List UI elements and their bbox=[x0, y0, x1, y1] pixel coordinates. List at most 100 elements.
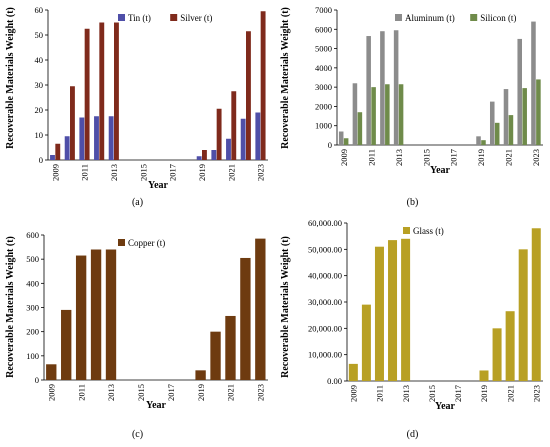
y-tick-label: 400 bbox=[26, 278, 39, 288]
x-tick-label: 2023 bbox=[256, 164, 266, 181]
bar-2013 bbox=[401, 238, 411, 381]
x-tick-label: 2009 bbox=[339, 149, 349, 166]
bar-2010 bbox=[64, 136, 70, 160]
y-tick-label: 0.00 bbox=[327, 376, 342, 386]
legend-swatch bbox=[470, 14, 478, 21]
bar-2022 bbox=[246, 31, 251, 160]
bar-2022 bbox=[518, 249, 528, 381]
y-tick-label: 1000 bbox=[315, 121, 332, 131]
panel-caption: (b) bbox=[407, 197, 419, 208]
x-tick-label: 2013 bbox=[394, 149, 404, 166]
bar-2009 bbox=[55, 143, 61, 160]
x-tick-label: 2009 bbox=[349, 385, 359, 402]
y-tick-label: 60 bbox=[35, 5, 44, 15]
bar-2019 bbox=[476, 136, 481, 145]
x-tick-label: 2017 bbox=[453, 385, 463, 402]
x-tick-label: 2017 bbox=[166, 384, 176, 401]
y-axis-label: Recoverable Materials Weight (t) bbox=[280, 7, 291, 149]
bar-2021 bbox=[226, 138, 231, 160]
y-tick-label: 4000 bbox=[315, 63, 332, 73]
bar-2020 bbox=[210, 331, 221, 380]
y-tick-label: 10 bbox=[35, 130, 44, 140]
y-tick-label: 600 bbox=[26, 230, 39, 240]
x-tick-label: 2017 bbox=[168, 164, 178, 181]
bar-2011 bbox=[374, 246, 384, 381]
bar-2012 bbox=[380, 31, 385, 145]
bar-2020 bbox=[494, 122, 500, 145]
legend-label: Copper (t) bbox=[128, 238, 165, 248]
x-tick-label: 2023 bbox=[531, 385, 541, 402]
legend-label: Tin (t) bbox=[128, 13, 151, 23]
bar-2009 bbox=[348, 363, 358, 381]
bar-2021 bbox=[503, 89, 509, 145]
bar-2022 bbox=[240, 118, 246, 160]
x-tick-label: 2015 bbox=[421, 149, 431, 166]
bar-2010 bbox=[361, 304, 371, 381]
x-tick-label: 2023 bbox=[531, 149, 541, 166]
bar-2010 bbox=[70, 86, 75, 160]
bar-2022 bbox=[522, 88, 527, 145]
y-tick-label: 30 bbox=[35, 80, 44, 90]
y-axis-label: Recoverable Materials Weight (t) bbox=[5, 7, 16, 149]
x-tick-label: 2019 bbox=[197, 164, 207, 181]
bar-2020 bbox=[492, 328, 502, 381]
y-tick-label: 40 bbox=[35, 55, 44, 65]
y-tick-label: 2000 bbox=[315, 101, 332, 111]
bar-2013 bbox=[114, 22, 119, 160]
bar-2009 bbox=[50, 155, 55, 160]
bar-2011 bbox=[84, 28, 90, 160]
y-tick-label: 60,000.00 bbox=[308, 218, 342, 228]
y-tick-label: 0 bbox=[328, 140, 332, 150]
bar-2023 bbox=[260, 11, 266, 160]
bar-2009 bbox=[338, 131, 344, 145]
bar-2020 bbox=[211, 150, 217, 160]
legend-swatch bbox=[403, 227, 410, 234]
legend-swatch bbox=[118, 14, 125, 21]
chart-panel-0: 0 10 20 30 40 50 60 2009 2011 2013 2015 2017 2019 202… bbox=[5, 5, 268, 208]
y-tick-label: 0 bbox=[35, 375, 39, 385]
bar-2023 bbox=[255, 238, 266, 380]
bar-2013 bbox=[105, 249, 117, 380]
bar-2013 bbox=[398, 84, 404, 145]
bar-2012 bbox=[94, 116, 99, 160]
bar-2021 bbox=[225, 315, 236, 380]
y-tick-label: 100 bbox=[26, 351, 39, 361]
x-axis-label: Year bbox=[148, 180, 169, 191]
bar-2009 bbox=[46, 364, 57, 380]
x-tick-label: 2015 bbox=[138, 164, 148, 181]
bar-2020 bbox=[489, 101, 495, 145]
bar-2012 bbox=[99, 22, 105, 160]
bar-2011 bbox=[79, 117, 85, 160]
y-tick-label: 10,000.00 bbox=[308, 350, 342, 360]
x-tick-label: 2009 bbox=[46, 384, 56, 401]
x-tick-label: 2011 bbox=[366, 149, 376, 166]
x-tick-label: 2021 bbox=[226, 384, 236, 401]
bar-2019 bbox=[195, 370, 206, 380]
x-tick-label: 2021 bbox=[505, 385, 515, 402]
y-tick-label: 7000 bbox=[315, 5, 332, 15]
y-axis-label: Recoverable Materials Weight (t) bbox=[5, 236, 16, 378]
y-tick-label: 30,000.00 bbox=[308, 297, 342, 307]
x-tick-label: 2021 bbox=[504, 149, 514, 166]
x-tick-label: 2015 bbox=[136, 384, 146, 401]
bar-2022 bbox=[240, 257, 251, 380]
x-tick-label: 2019 bbox=[479, 385, 489, 402]
y-tick-label: 3000 bbox=[315, 82, 332, 92]
bar-2019 bbox=[196, 156, 202, 160]
bar-2023 bbox=[531, 21, 536, 146]
y-tick-label: 20 bbox=[35, 105, 44, 115]
x-tick-label: 2015 bbox=[427, 385, 437, 402]
bar-2011 bbox=[366, 36, 371, 145]
bar-2010 bbox=[61, 309, 72, 380]
x-tick-label: 2011 bbox=[80, 164, 90, 181]
y-tick-label: 40,000.00 bbox=[308, 271, 342, 281]
bar-2019 bbox=[479, 370, 489, 381]
x-tick-label: 2011 bbox=[375, 385, 385, 402]
chart-panel-3: 0.00 10,000.00 20,000.00 30,000.00 40,000.00… bbox=[280, 218, 543, 440]
x-tick-label: 2017 bbox=[449, 149, 459, 166]
y-tick-label: 500 bbox=[26, 254, 39, 264]
y-tick-label: 50,000.00 bbox=[308, 244, 342, 254]
bar-2023 bbox=[255, 112, 261, 160]
bar-2010 bbox=[357, 112, 363, 145]
bar-2022 bbox=[517, 38, 522, 145]
